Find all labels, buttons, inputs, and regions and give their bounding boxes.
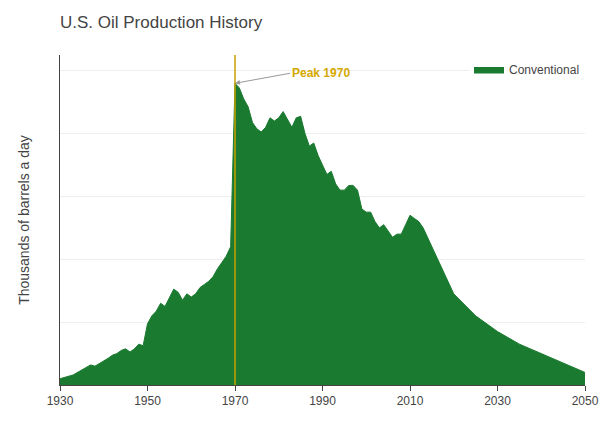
- svg-text:Thousands of barrels a day: Thousands of barrels a day: [16, 135, 32, 305]
- svg-text:1990: 1990: [309, 394, 336, 408]
- svg-text:Peak 1970: Peak 1970: [292, 66, 350, 80]
- svg-text:1970: 1970: [222, 394, 249, 408]
- svg-text:2010: 2010: [397, 394, 424, 408]
- svg-text:Conventional: Conventional: [509, 63, 579, 77]
- svg-text:U.S. Oil Production History: U.S. Oil Production History: [60, 13, 263, 32]
- svg-text:1950: 1950: [134, 394, 161, 408]
- svg-text:2030: 2030: [484, 394, 511, 408]
- svg-text:2050: 2050: [572, 394, 599, 408]
- svg-text:1930: 1930: [47, 394, 74, 408]
